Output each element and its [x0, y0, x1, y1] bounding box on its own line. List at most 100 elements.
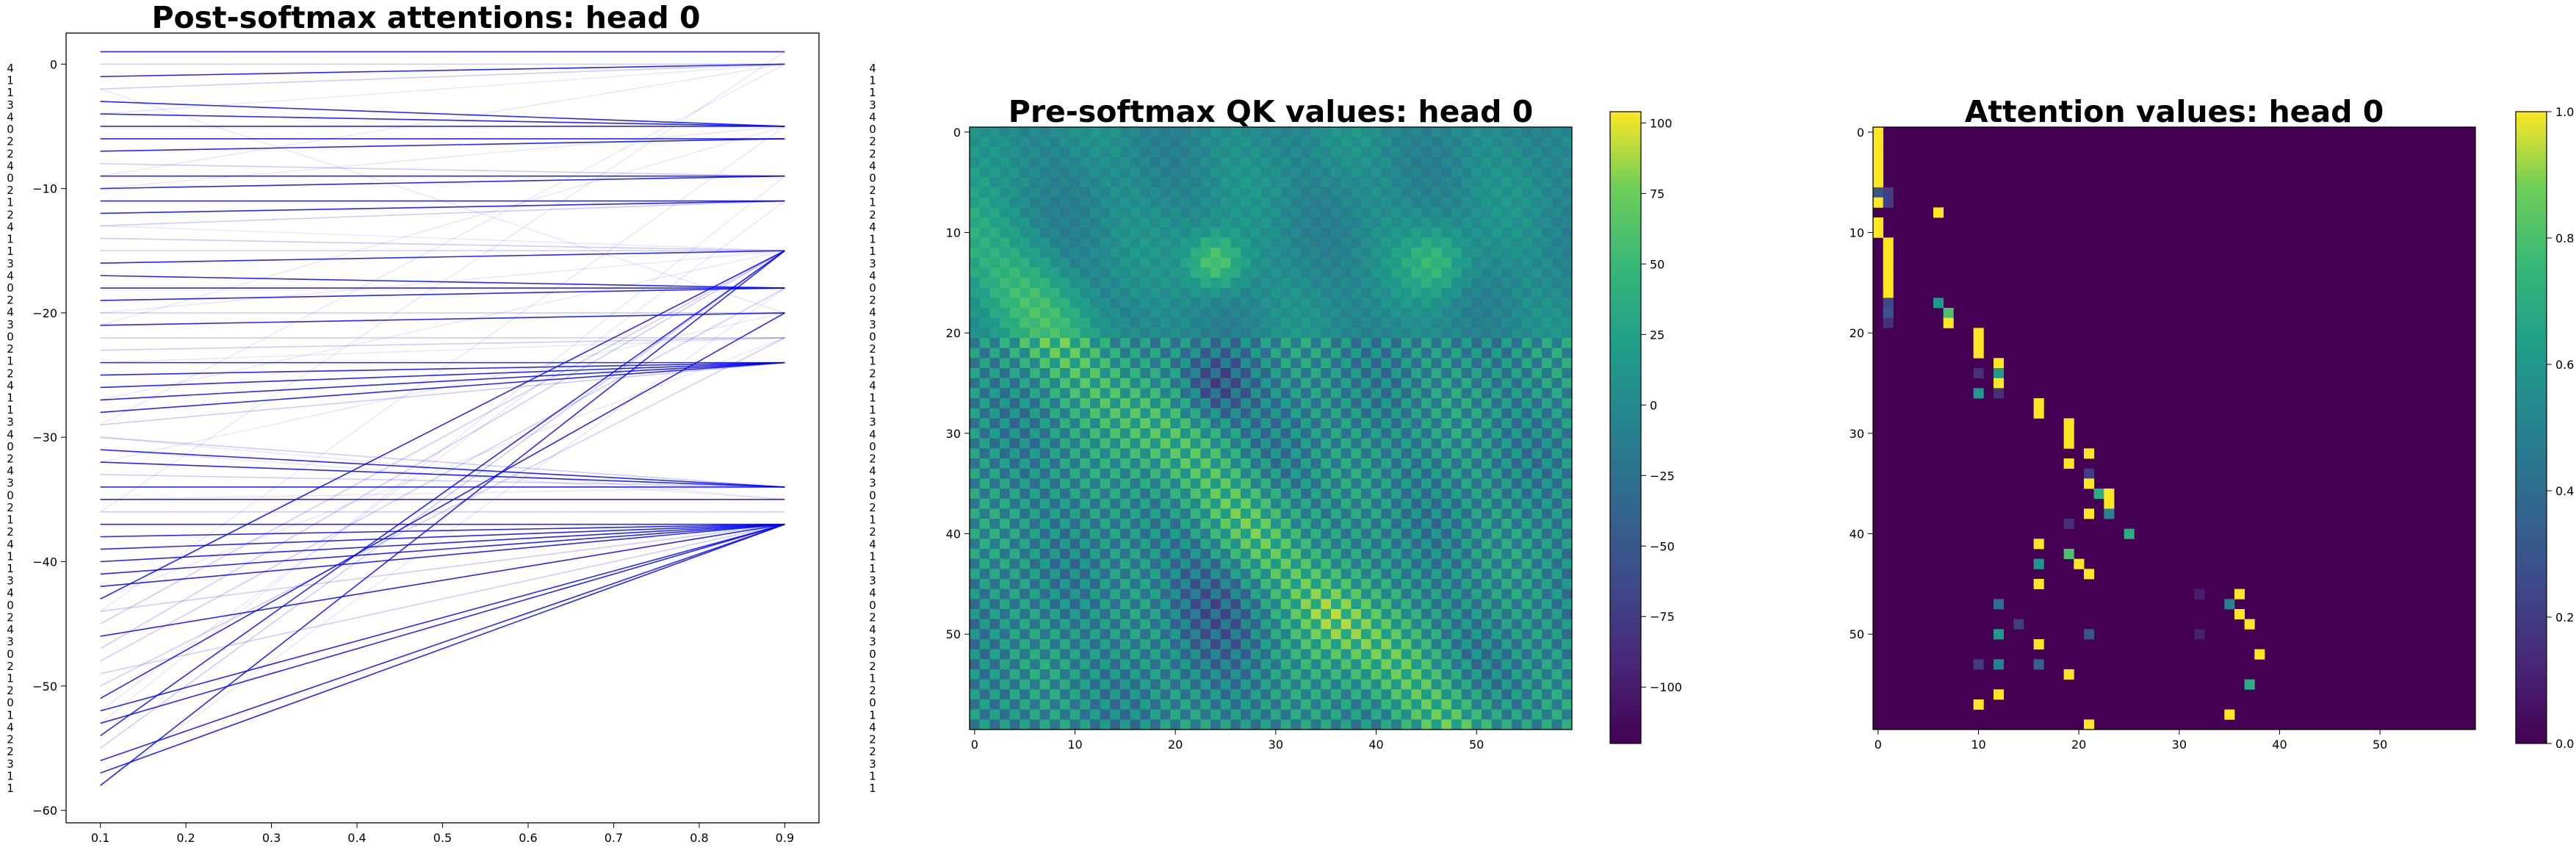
qk-cell — [1451, 187, 1462, 198]
qk-cell — [1250, 338, 1261, 349]
qk-cell — [1391, 619, 1402, 630]
qk-cell — [1009, 649, 1020, 660]
qk-cell — [1341, 248, 1352, 259]
qk-cell — [1241, 167, 1252, 178]
qk-cell — [1471, 157, 1482, 168]
qk-cell — [1050, 519, 1061, 530]
qk-cell — [1471, 458, 1482, 469]
qk-cell — [1421, 308, 1432, 319]
attention-line — [100, 361, 785, 401]
qk-cell — [1401, 207, 1412, 218]
qk-cell — [1482, 398, 1493, 409]
qk-cell — [1471, 358, 1482, 369]
qk-cell — [979, 237, 990, 248]
qk-cell — [970, 368, 981, 379]
qk-cell — [1280, 599, 1291, 610]
qk-cell — [1451, 629, 1462, 640]
qk-cell — [1551, 197, 1562, 208]
qk-cell — [1431, 347, 1442, 359]
qk-cell — [1411, 669, 1422, 680]
qk-cell — [1361, 177, 1372, 188]
qk-cell — [1291, 388, 1302, 399]
qk-cell — [1280, 539, 1291, 550]
qk-cell — [1160, 498, 1171, 509]
qk-cell — [1401, 278, 1412, 289]
qk-cell — [1562, 609, 1573, 620]
qk-cell — [1361, 368, 1372, 379]
qk-cell — [1531, 428, 1543, 439]
qk-cell — [1060, 579, 1071, 590]
qk-cell — [989, 308, 1000, 319]
qk-cell — [1491, 207, 1502, 218]
qk-cell — [1431, 358, 1442, 369]
qk-cell — [1190, 398, 1201, 409]
qk-cell — [1190, 217, 1201, 228]
qk-cell — [1160, 358, 1171, 369]
qk-cell — [1431, 257, 1442, 268]
qk-cell — [1512, 388, 1523, 399]
qk-cell — [1030, 127, 1041, 138]
qk-cell — [1200, 157, 1211, 168]
qk-cell — [1000, 278, 1011, 289]
attn-cell — [2093, 489, 2104, 500]
qk-cell — [1562, 127, 1573, 138]
qk-cell — [1321, 177, 1332, 188]
attn-cell — [1994, 388, 2005, 399]
qk-cell — [1271, 669, 1282, 680]
qk-cell — [1200, 217, 1211, 228]
qk-cell — [1130, 287, 1141, 298]
qk-cell — [1140, 579, 1151, 590]
qk-cell — [1471, 227, 1482, 238]
attn-cell — [2254, 649, 2265, 660]
left-token-label: 4 — [7, 62, 14, 75]
qk-cell — [1521, 287, 1532, 298]
qk-cell — [1512, 207, 1523, 218]
qk-cell — [989, 227, 1000, 238]
qk-cell — [1461, 428, 1472, 439]
qk-cell — [1150, 649, 1161, 660]
qk-cell — [1381, 588, 1392, 599]
qk-cell — [1381, 338, 1392, 349]
qk-cell — [1321, 237, 1332, 248]
qk-cell — [1531, 298, 1543, 309]
qk-cell — [1482, 438, 1493, 449]
qk-cell — [1069, 619, 1080, 630]
qk-cell — [1220, 418, 1231, 429]
qk-cell — [1411, 649, 1422, 660]
attention-line — [100, 361, 785, 426]
right-token-label: 1 — [869, 708, 876, 721]
qk-cell — [1039, 519, 1050, 530]
qk-cell — [979, 659, 990, 670]
qk-cell — [1351, 579, 1362, 590]
qk-cell — [1110, 719, 1121, 730]
attention-line-faint — [100, 250, 785, 401]
qk-cell — [1551, 398, 1562, 409]
qk-cell — [1271, 539, 1282, 550]
qk-cell — [1211, 227, 1222, 238]
qk-cell — [1321, 308, 1332, 319]
qk-cell — [1000, 579, 1011, 590]
qk-cell — [1069, 127, 1080, 138]
qk-cell — [1211, 408, 1222, 419]
attn-cell — [1933, 298, 1944, 309]
qk-cell — [1280, 227, 1291, 238]
qk-cell — [1291, 679, 1302, 690]
qk-cell — [1030, 609, 1041, 620]
qk-cell — [1381, 347, 1392, 359]
qk-cell — [1241, 127, 1252, 138]
qk-cell — [979, 558, 990, 569]
qk-cell — [1120, 699, 1131, 710]
qk-cell — [1160, 679, 1171, 690]
right-token-label: 4 — [869, 62, 876, 75]
qk-cell — [1542, 388, 1553, 399]
qk-cell — [1200, 317, 1211, 328]
qk-cell — [1562, 298, 1573, 309]
right-token-labels: 4113402240212411340243021241134024302124… — [869, 62, 876, 795]
qk-cell — [1150, 328, 1161, 339]
qk-cell — [1551, 308, 1562, 319]
qk-cell — [1421, 709, 1432, 720]
qk-cell — [1241, 428, 1252, 439]
qk-cell — [1411, 428, 1422, 439]
qk-cell — [1009, 278, 1020, 289]
qk-cell — [1150, 217, 1161, 228]
